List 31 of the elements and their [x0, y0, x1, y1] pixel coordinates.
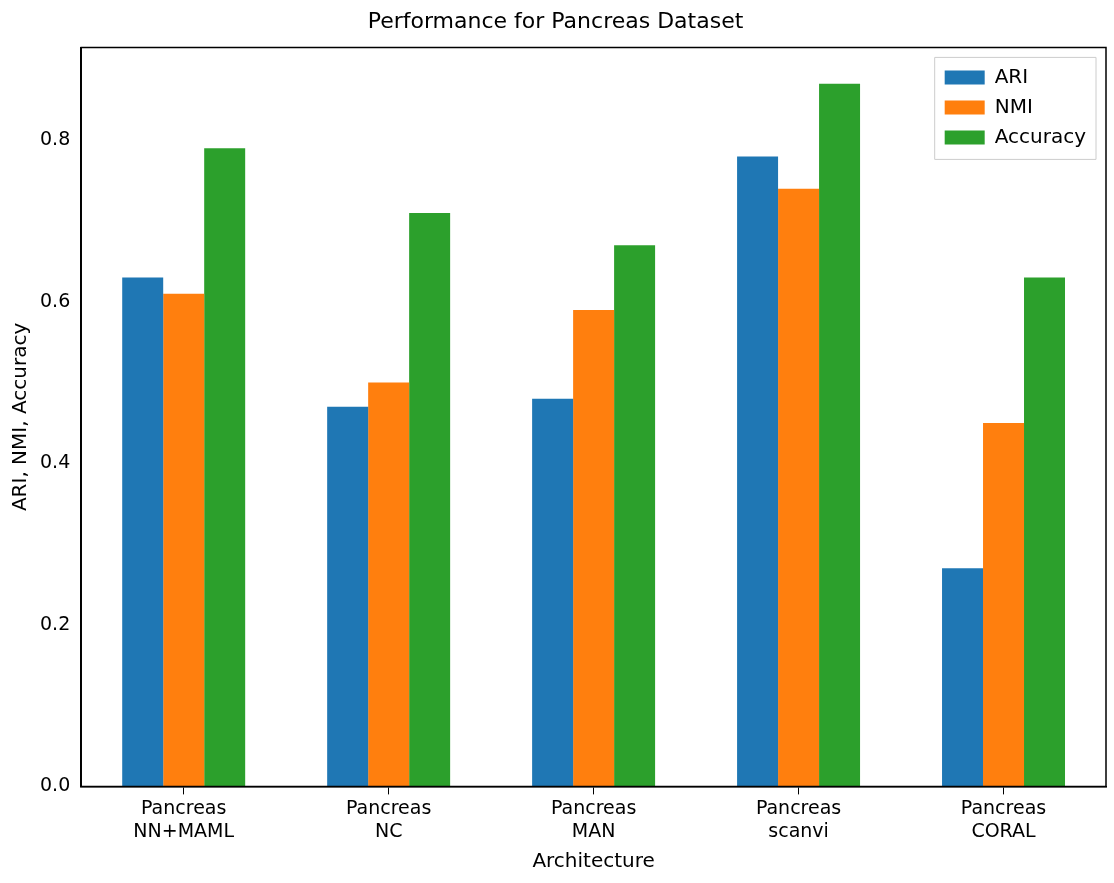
bar	[204, 148, 246, 787]
bar	[737, 156, 779, 787]
y-tick-label: 0.0	[40, 773, 71, 796]
legend-label: ARI	[994, 63, 1029, 88]
bar	[327, 406, 369, 787]
bar	[778, 188, 820, 787]
bar	[983, 422, 1025, 787]
y-tick-label: 0.2	[40, 611, 71, 634]
chart-title: Performance for Pancreas Dataset	[367, 7, 744, 33]
bar	[368, 382, 410, 787]
x-tick-label: Pancreas NN+MAML	[133, 795, 235, 841]
legend-label: NMI	[994, 93, 1033, 118]
bar	[819, 83, 861, 787]
bar	[409, 212, 451, 787]
x-tick-label: Pancreas MAN	[550, 795, 637, 841]
y-tick-label: 0.8	[40, 127, 71, 150]
bar	[614, 245, 656, 787]
bar	[1024, 277, 1066, 787]
y-axis-title: ARI, NMI, Accuracy	[7, 322, 32, 512]
x-tick-label: Pancreas CORAL	[960, 795, 1047, 841]
y-tick-label: 0.4	[40, 450, 71, 473]
bar	[122, 277, 164, 787]
legend-label: Accuracy	[994, 123, 1087, 148]
x-axis-title: Architecture	[532, 848, 655, 873]
x-tick-label: Pancreas NC	[345, 795, 432, 841]
x-tick-label: Pancreas scanvi	[755, 795, 842, 841]
bar	[163, 293, 205, 787]
bar	[573, 309, 615, 787]
bar	[532, 398, 574, 787]
bar	[942, 568, 984, 787]
y-tick-label: 0.6	[40, 288, 71, 311]
